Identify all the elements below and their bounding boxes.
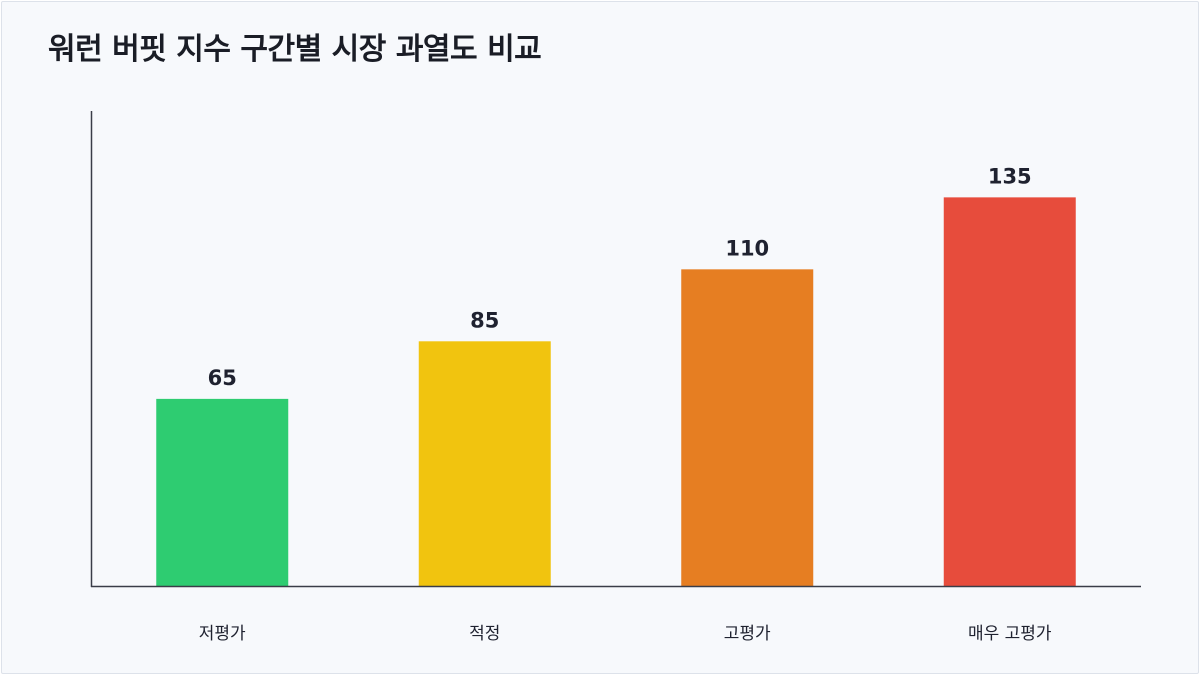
category-label-4: 매우 고평가 [968,624,1052,644]
bar-4 [943,197,1076,586]
category-label-2: 적정 [469,624,500,644]
value-label-2: 85 [470,308,499,332]
bar-2 [418,341,551,586]
value-label-3: 110 [725,236,769,260]
bar-3 [681,269,814,586]
category-label-group: 저평가 적정 고평가 매우 고평가 [199,624,1052,644]
category-label-1: 저평가 [199,624,246,644]
bar-group [156,197,1076,586]
chart-title: 워런 버핏 지수 구간별 시장 과열도 비교 [48,32,542,67]
bar-1 [156,398,289,586]
value-label-1: 65 [208,366,237,390]
value-label-4: 135 [988,164,1032,188]
category-label-3: 고평가 [724,624,771,644]
value-label-group: 65 85 110 135 [208,164,1032,390]
